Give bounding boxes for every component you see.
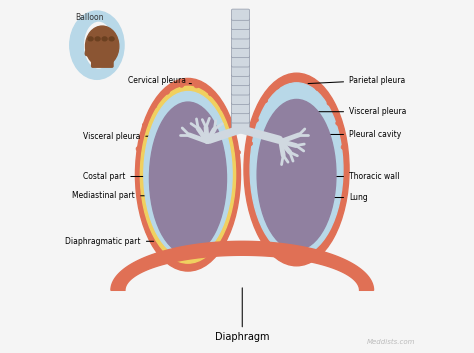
Ellipse shape [136,146,141,151]
Ellipse shape [209,91,213,96]
Ellipse shape [302,78,307,83]
Ellipse shape [230,126,235,131]
Text: Thoracic wall: Thoracic wall [322,172,400,181]
Ellipse shape [257,100,336,250]
Ellipse shape [144,91,232,258]
Text: Pleural cavity: Pleural cavity [315,130,401,139]
FancyBboxPatch shape [231,102,250,114]
Text: Parietal pleura: Parietal pleura [308,76,405,85]
Text: Lung: Lung [319,193,368,202]
Ellipse shape [95,37,100,41]
Ellipse shape [109,37,114,41]
Ellipse shape [244,73,349,266]
Text: Visceral pleura: Visceral pleura [311,107,406,116]
Ellipse shape [85,22,113,68]
Text: Diaphragm: Diaphragm [215,288,270,342]
Ellipse shape [165,90,170,94]
FancyBboxPatch shape [231,18,250,30]
Ellipse shape [254,118,258,122]
Ellipse shape [85,26,119,66]
FancyBboxPatch shape [231,28,250,39]
FancyBboxPatch shape [231,65,250,76]
Text: Costal part: Costal part [83,172,152,181]
FancyBboxPatch shape [231,9,250,20]
Ellipse shape [152,103,157,108]
Text: Diaphragmatic part: Diaphragmatic part [65,237,154,246]
Ellipse shape [179,83,184,87]
Text: Balloon: Balloon [75,13,104,22]
Ellipse shape [140,86,236,263]
FancyBboxPatch shape [231,84,250,95]
Ellipse shape [136,78,240,271]
Ellipse shape [142,123,147,127]
FancyBboxPatch shape [231,93,250,104]
Ellipse shape [288,78,293,82]
Ellipse shape [327,101,331,105]
Polygon shape [111,241,374,290]
Ellipse shape [102,37,107,41]
Ellipse shape [250,83,343,256]
Ellipse shape [85,47,91,55]
Text: Visceral pleura: Visceral pleura [83,132,161,141]
Ellipse shape [70,11,124,79]
FancyBboxPatch shape [231,74,250,86]
Ellipse shape [336,121,340,125]
Ellipse shape [149,102,227,255]
Ellipse shape [341,145,346,149]
FancyBboxPatch shape [231,112,250,123]
Ellipse shape [263,98,268,103]
FancyBboxPatch shape [231,37,250,48]
FancyBboxPatch shape [91,52,114,68]
Text: Mediastinal part: Mediastinal part [73,191,152,200]
FancyBboxPatch shape [231,121,250,132]
Text: Meddists.com: Meddists.com [366,339,415,345]
Ellipse shape [316,86,320,91]
Ellipse shape [275,84,280,89]
Ellipse shape [221,106,225,110]
FancyBboxPatch shape [231,47,250,58]
Ellipse shape [248,141,253,146]
Text: Cervical pleura: Cervical pleura [128,76,191,85]
Ellipse shape [194,83,199,88]
FancyBboxPatch shape [231,56,250,67]
Ellipse shape [236,150,240,155]
Ellipse shape [88,37,93,41]
